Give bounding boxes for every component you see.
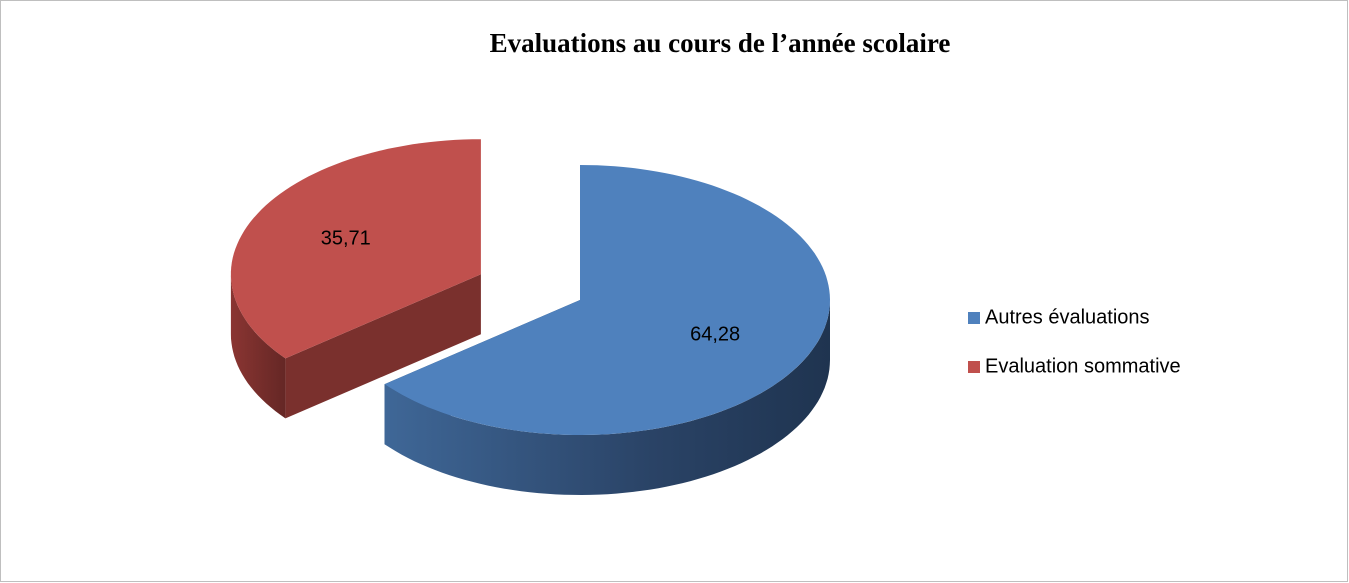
legend-swatch (968, 312, 980, 324)
legend-label: Autres évaluations (985, 306, 1150, 328)
legend-label: Evaluation sommative (985, 355, 1181, 377)
slice-face (285, 274, 481, 419)
legend-swatch (968, 361, 980, 373)
data-label: 35,71 (321, 227, 371, 249)
slice (384, 165, 830, 435)
slice-side (384, 300, 830, 495)
chart-title: Evaluations au cours de l’année scolaire (490, 28, 951, 58)
slice (230, 139, 481, 359)
data-label: 64,28 (690, 323, 740, 345)
slice-side (230, 274, 286, 419)
